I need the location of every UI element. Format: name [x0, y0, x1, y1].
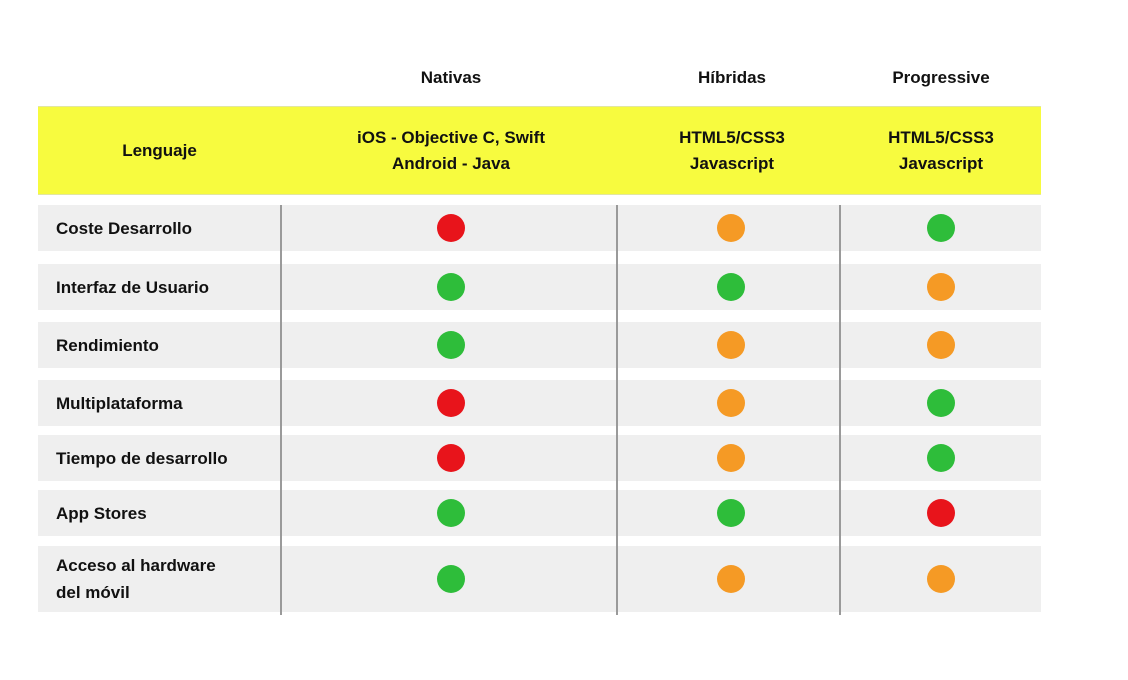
row-label: Rendimiento [56, 322, 159, 368]
status-dot-orange [927, 565, 955, 593]
language-progressive-line-2: Javascript [898, 153, 984, 173]
row-label: Coste Desarrollo [56, 205, 192, 251]
table-row: App Stores [38, 490, 1041, 536]
status-dot-orange [717, 444, 745, 472]
row-label: Interfaz de Usuario [56, 264, 209, 310]
table-row: Rendimiento [38, 322, 1041, 368]
table-row: Multiplataforma [38, 380, 1041, 426]
status-dot-orange [717, 214, 745, 242]
status-dot-orange [717, 331, 745, 359]
language-progressive: HTML5/CSS3 Javascript [841, 107, 1041, 194]
language-nativas-line-1: iOS - Objective C, Swift [357, 127, 545, 147]
table-row: Coste Desarrollo [38, 205, 1041, 251]
status-dot-green [437, 565, 465, 593]
status-dot-red [437, 444, 465, 472]
status-dot-orange [927, 331, 955, 359]
row-label: Acceso al hardware del móvil [56, 546, 216, 612]
status-dot-green [927, 389, 955, 417]
row-label: Tiempo de desarrollo [56, 435, 228, 481]
row-label-line: del móvil [56, 583, 130, 602]
status-dot-red [437, 389, 465, 417]
language-progressive-line-1: HTML5/CSS3 [888, 127, 994, 147]
language-nativas: iOS - Objective C, Swift Android - Java [301, 107, 601, 194]
status-dot-red [927, 499, 955, 527]
status-dot-orange [927, 273, 955, 301]
status-dot-green [927, 214, 955, 242]
status-dot-green [927, 444, 955, 472]
row-label-line: Multiplataforma [56, 393, 183, 413]
language-hibridas-line-2: Javascript [689, 153, 775, 173]
language-hibridas-line-1: HTML5/CSS3 [679, 127, 785, 147]
column-header-nativas: Nativas [420, 68, 482, 87]
status-dot-green [437, 331, 465, 359]
language-row-label: Lenguaje [38, 107, 281, 194]
status-dot-orange [717, 389, 745, 417]
row-label: App Stores [56, 490, 147, 536]
language-nativas-line-2: Android - Java [391, 153, 511, 173]
row-label: Multiplataforma [56, 380, 183, 426]
row-label-line: Rendimiento [56, 335, 159, 355]
status-dot-green [437, 499, 465, 527]
status-dot-green [717, 273, 745, 301]
table-row: Interfaz de Usuario [38, 264, 1041, 310]
row-label-line: Interfaz de Usuario [56, 277, 210, 297]
status-dot-green [437, 273, 465, 301]
language-hibridas: HTML5/CSS3 Javascript [632, 107, 832, 194]
status-dot-orange [717, 565, 745, 593]
row-label-line: App Stores [56, 503, 147, 523]
row-label-line: Coste Desarrollo [56, 218, 193, 238]
row-label-line: Tiempo de desarrollo [56, 448, 228, 468]
column-divider [616, 205, 618, 615]
language-row: Lenguaje iOS - Objective C, Swift Androi… [38, 106, 1041, 195]
row-label-line: Acceso al hardware [56, 556, 216, 575]
language-label: Lenguaje [122, 140, 197, 160]
status-dot-green [717, 499, 745, 527]
table-row: Acceso al hardware del móvil [38, 546, 1041, 612]
column-divider [280, 205, 282, 615]
status-dot-red [437, 214, 465, 242]
column-divider [839, 205, 841, 615]
column-header-progressive: Progressive [892, 68, 990, 87]
column-header-hibridas: Híbridas [697, 68, 767, 87]
table-row: Tiempo de desarrollo [38, 435, 1041, 481]
